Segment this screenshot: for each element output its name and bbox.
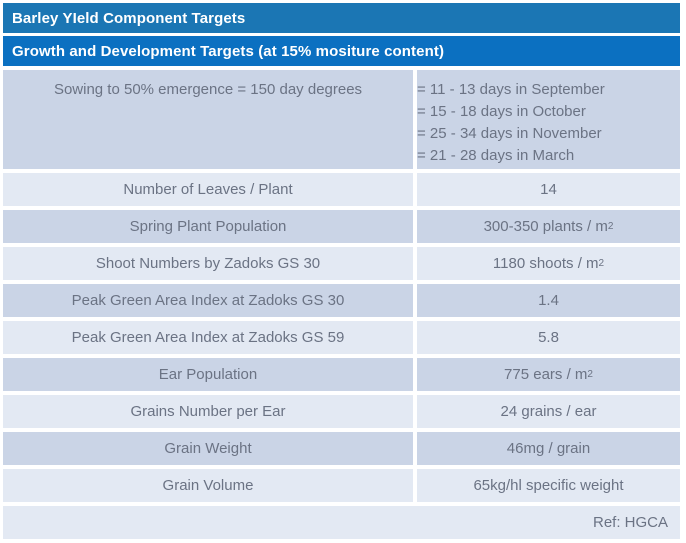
table-row: Grains Number per Ear 24 grains / ear — [3, 395, 680, 428]
target-value: 24 grains / ear — [417, 395, 680, 428]
target-value: 46mg / grain — [417, 432, 680, 465]
table-row: Peak Green Area Index at Zadoks GS 30 1.4 — [3, 284, 680, 317]
table-row: Peak Green Area Index at Zadoks GS 59 5.8 — [3, 321, 680, 354]
table-row: Sowing to 50% emergence = 150 day degree… — [3, 70, 680, 169]
target-value: = 11 - 13 days in September = 15 - 18 day… — [417, 70, 680, 169]
target-label: Grains Number per Ear — [3, 395, 413, 428]
table-row: Spring Plant Population 300-350 plants / … — [3, 210, 680, 243]
target-label: Sowing to 50% emergence = 150 day degree… — [3, 70, 413, 169]
reference-label: Ref: HGCA — [592, 514, 668, 531]
table-title: Barley YIeld Component Targets — [12, 9, 246, 27]
table-subtitle-bar: Growth and Development Targets (at 15% m… — [3, 36, 680, 66]
table-footer: Ref: HGCA — [3, 506, 680, 539]
target-label: Grain Volume — [3, 469, 413, 502]
target-value: 1.4 — [417, 284, 680, 317]
table-row: Shoot Numbers by Zadoks GS 30 1180 shoots… — [3, 247, 680, 280]
target-label: Shoot Numbers by Zadoks GS 30 — [3, 247, 413, 280]
table-title-bar: Barley YIeld Component Targets — [3, 3, 680, 33]
target-value: 5.8 — [417, 321, 680, 354]
target-label: Number of Leaves / Plant — [3, 173, 413, 206]
target-label: Peak Green Area Index at Zadoks GS 59 — [3, 321, 413, 354]
table-row: Number of Leaves / Plant 14 — [3, 173, 680, 206]
value-line: = 21 - 28 days in March — [417, 147, 575, 164]
value-line: = 11 - 13 days in September — [417, 81, 605, 98]
table-subtitle: Growth and Development Targets (at 15% m… — [12, 42, 445, 60]
target-label: Spring Plant Population — [3, 210, 413, 243]
table-row: Grain Weight 46mg / grain — [3, 432, 680, 465]
target-label: Ear Population — [3, 358, 413, 391]
target-value: 65kg/hl specific weight — [417, 469, 680, 502]
value-line: = 15 - 18 days in October — [417, 103, 586, 120]
value-line: = 25 - 34 days in November — [417, 125, 602, 142]
target-label: Grain Weight — [3, 432, 413, 465]
target-label: Peak Green Area Index at Zadoks GS 30 — [3, 284, 413, 317]
target-value: 14 — [417, 173, 680, 206]
table-row: Grain Volume 65kg/hl specific weight — [3, 469, 680, 502]
table-body: Sowing to 50% emergence = 150 day degree… — [3, 70, 680, 502]
